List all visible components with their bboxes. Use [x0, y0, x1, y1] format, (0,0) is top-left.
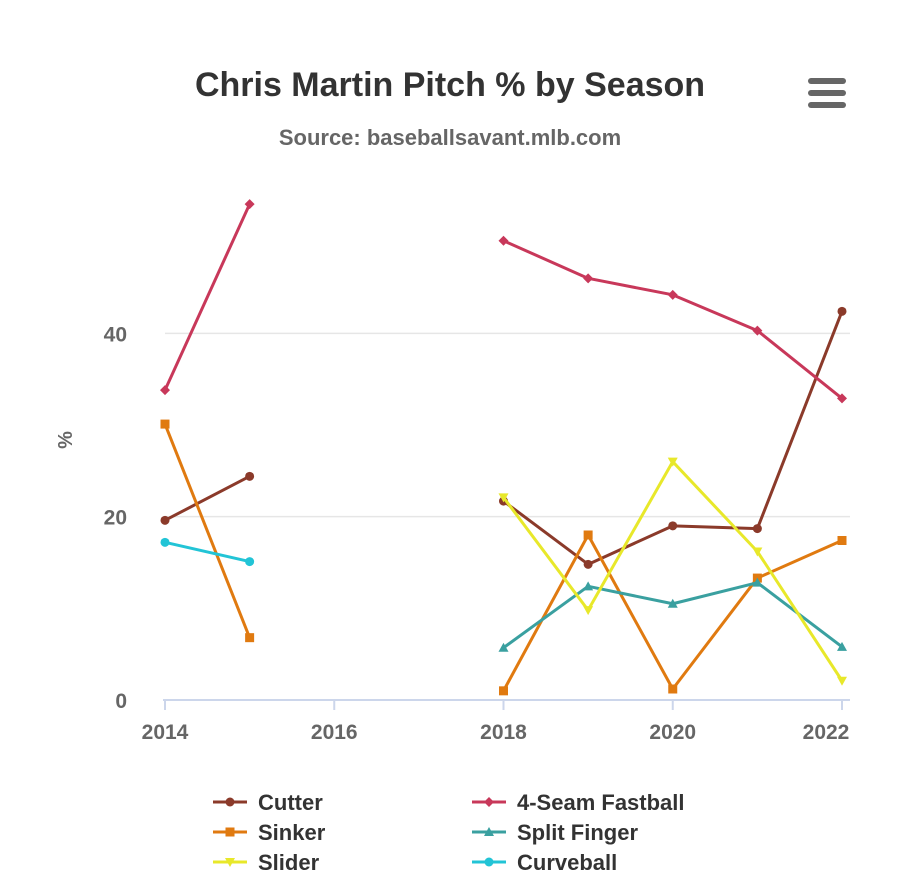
x-tick-label: 2020: [649, 721, 696, 744]
legend-marker-sinker: [225, 827, 235, 837]
legend-item-curveball[interactable]: Curveball: [472, 850, 617, 875]
grid-layer: [163, 332, 850, 710]
series-line-cutter: [163, 474, 252, 522]
legend-item-split-finger[interactable]: Split Finger: [472, 820, 638, 845]
legend-item-cutter[interactable]: Cutter: [213, 790, 323, 815]
data-point-sinker-2014: [160, 419, 170, 429]
series-4-seam-fastball: [160, 199, 847, 404]
series-line-split-finger: [502, 581, 844, 650]
data-point-4-seam-fastball-2021: [752, 325, 763, 336]
data-point-split-finger-2020: [667, 598, 678, 608]
y-tick-label: 20: [104, 507, 127, 530]
data-point-sinker-2019: [583, 530, 593, 540]
legend-marker-split-finger: [484, 827, 494, 836]
hamburger-menu-icon[interactable]: [808, 78, 846, 108]
series-split-finger: [498, 577, 847, 652]
series-line-sinker: [502, 533, 844, 693]
legend-label: Sinker: [258, 820, 326, 845]
data-point-slider-2019: [583, 606, 594, 616]
x-tick-label: 2014: [142, 721, 189, 744]
data-point-cutter-2021: [752, 524, 762, 534]
y-tick-label: 0: [115, 690, 127, 713]
data-point-curveball-2014: [160, 537, 170, 547]
legend-marker-4-seam-fastball: [484, 797, 494, 807]
data-point-4-seam-fastball-2022: [837, 393, 847, 404]
legend-marker-slider: [225, 858, 235, 867]
data-point-cutter-2014: [160, 515, 170, 525]
x-tick-label: 2022: [803, 721, 850, 744]
legend-label: 4-Seam Fastball: [517, 790, 685, 815]
data-point-sinker-2018: [499, 686, 508, 696]
legend-marker-cutter: [225, 797, 235, 807]
data-point-cutter-2015: [245, 471, 255, 481]
legend-label: Slider: [258, 850, 320, 875]
data-point-cutter-2022: [837, 306, 847, 316]
data-point-4-seam-fastball-2014: [160, 385, 170, 396]
legend-item-4-seam-fastball[interactable]: 4-Seam Fastball: [472, 790, 685, 815]
legend: Cutter 4-Seam Fastball Sinker Split Finger S…: [213, 790, 685, 875]
data-point-cutter-2019: [583, 559, 593, 569]
data-point-slider-2018: [498, 493, 509, 503]
legend-label: Split Finger: [517, 820, 638, 845]
y-axis-label: %: [55, 431, 77, 449]
data-point-slider-2020: [667, 457, 678, 467]
tick-layer: 0 20 40 2014 2016 2018 2020 2022: [104, 323, 850, 744]
chart-subtitle: Source: baseballsavant.mlb.com: [279, 125, 621, 150]
x-tick-label: 2016: [311, 721, 358, 744]
data-point-split-finger-2022: [837, 641, 847, 651]
chart-title: Chris Martin Pitch % by Season: [195, 66, 705, 104]
series-curveball: [160, 537, 255, 567]
series-sinker: [160, 419, 847, 696]
legend-label: Curveball: [517, 850, 617, 875]
series-line-4-seam-fastball: [163, 202, 252, 392]
y-tick-label: 40: [104, 323, 127, 346]
data-point-cutter-2020: [668, 521, 678, 531]
series-cutter: [160, 306, 847, 569]
data-point-slider-2022: [837, 676, 847, 686]
data-point-sinker-2022: [837, 536, 847, 545]
data-point-sinker-2020: [668, 684, 678, 694]
series-slider: [498, 457, 847, 686]
x-tick-label: 2018: [480, 721, 527, 744]
series-line-4-seam-fastball: [502, 239, 844, 400]
legend-item-slider[interactable]: Slider: [213, 850, 320, 875]
data-point-curveball-2015: [245, 557, 255, 567]
data-point-split-finger-2018: [498, 642, 509, 652]
data-point-sinker-2015: [245, 633, 255, 643]
series-line-curveball: [163, 540, 252, 564]
data-point-4-seam-fastball-2015: [244, 199, 255, 210]
data-point-4-seam-fastball-2020: [667, 289, 678, 300]
series-line-slider: [502, 460, 844, 683]
data-point-split-finger-2021: [752, 577, 763, 587]
legend-marker-curveball: [484, 857, 494, 867]
series-layer: [160, 199, 847, 696]
legend-item-sinker[interactable]: Sinker: [213, 820, 326, 845]
legend-label: Cutter: [258, 790, 323, 815]
data-point-slider-2021: [752, 547, 763, 557]
data-point-4-seam-fastball-2018: [498, 235, 509, 246]
data-point-split-finger-2019: [583, 581, 594, 591]
series-line-sinker: [163, 422, 252, 640]
data-point-4-seam-fastball-2019: [583, 273, 594, 284]
